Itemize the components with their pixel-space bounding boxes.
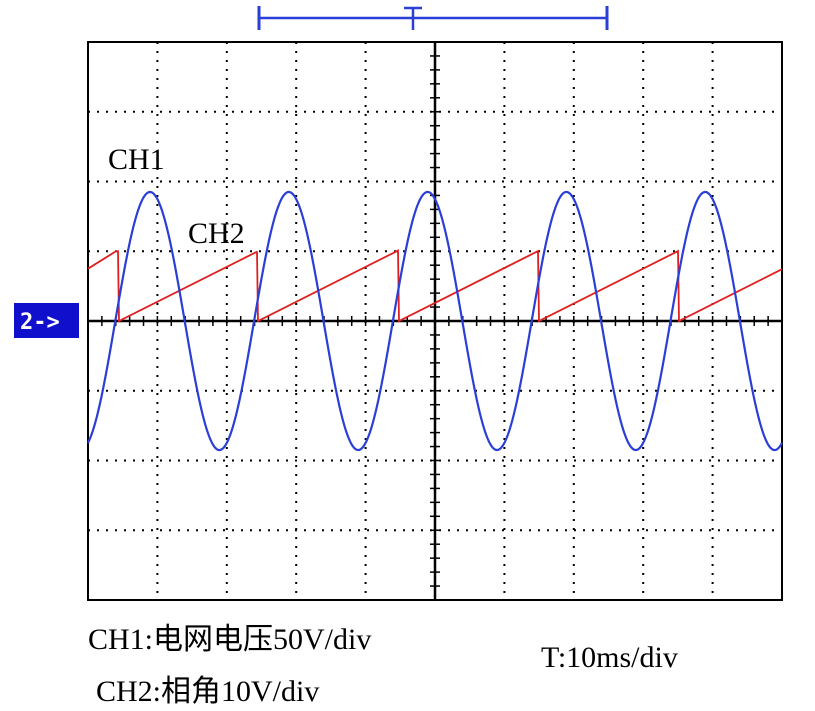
timebase-caption: T:10ms/div xyxy=(541,641,678,674)
ch2-scale-caption: CH2:相角10V/div xyxy=(96,675,320,708)
grid xyxy=(87,41,783,601)
ch1-scale-caption: CH1:电网电压50V/div xyxy=(88,623,372,656)
channel-2-marker-label: 2-> xyxy=(20,310,60,335)
trigger-bracket xyxy=(257,6,609,30)
ch1-trace xyxy=(87,190,783,452)
ch2-label: CH2 xyxy=(188,217,245,250)
ch1-label: CH1 xyxy=(108,143,165,176)
channel-2-marker: 2-> xyxy=(14,303,79,338)
